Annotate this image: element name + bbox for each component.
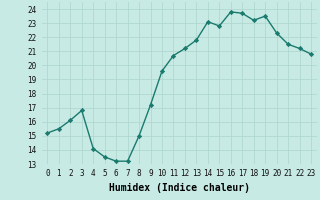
X-axis label: Humidex (Indice chaleur): Humidex (Indice chaleur): [109, 183, 250, 193]
